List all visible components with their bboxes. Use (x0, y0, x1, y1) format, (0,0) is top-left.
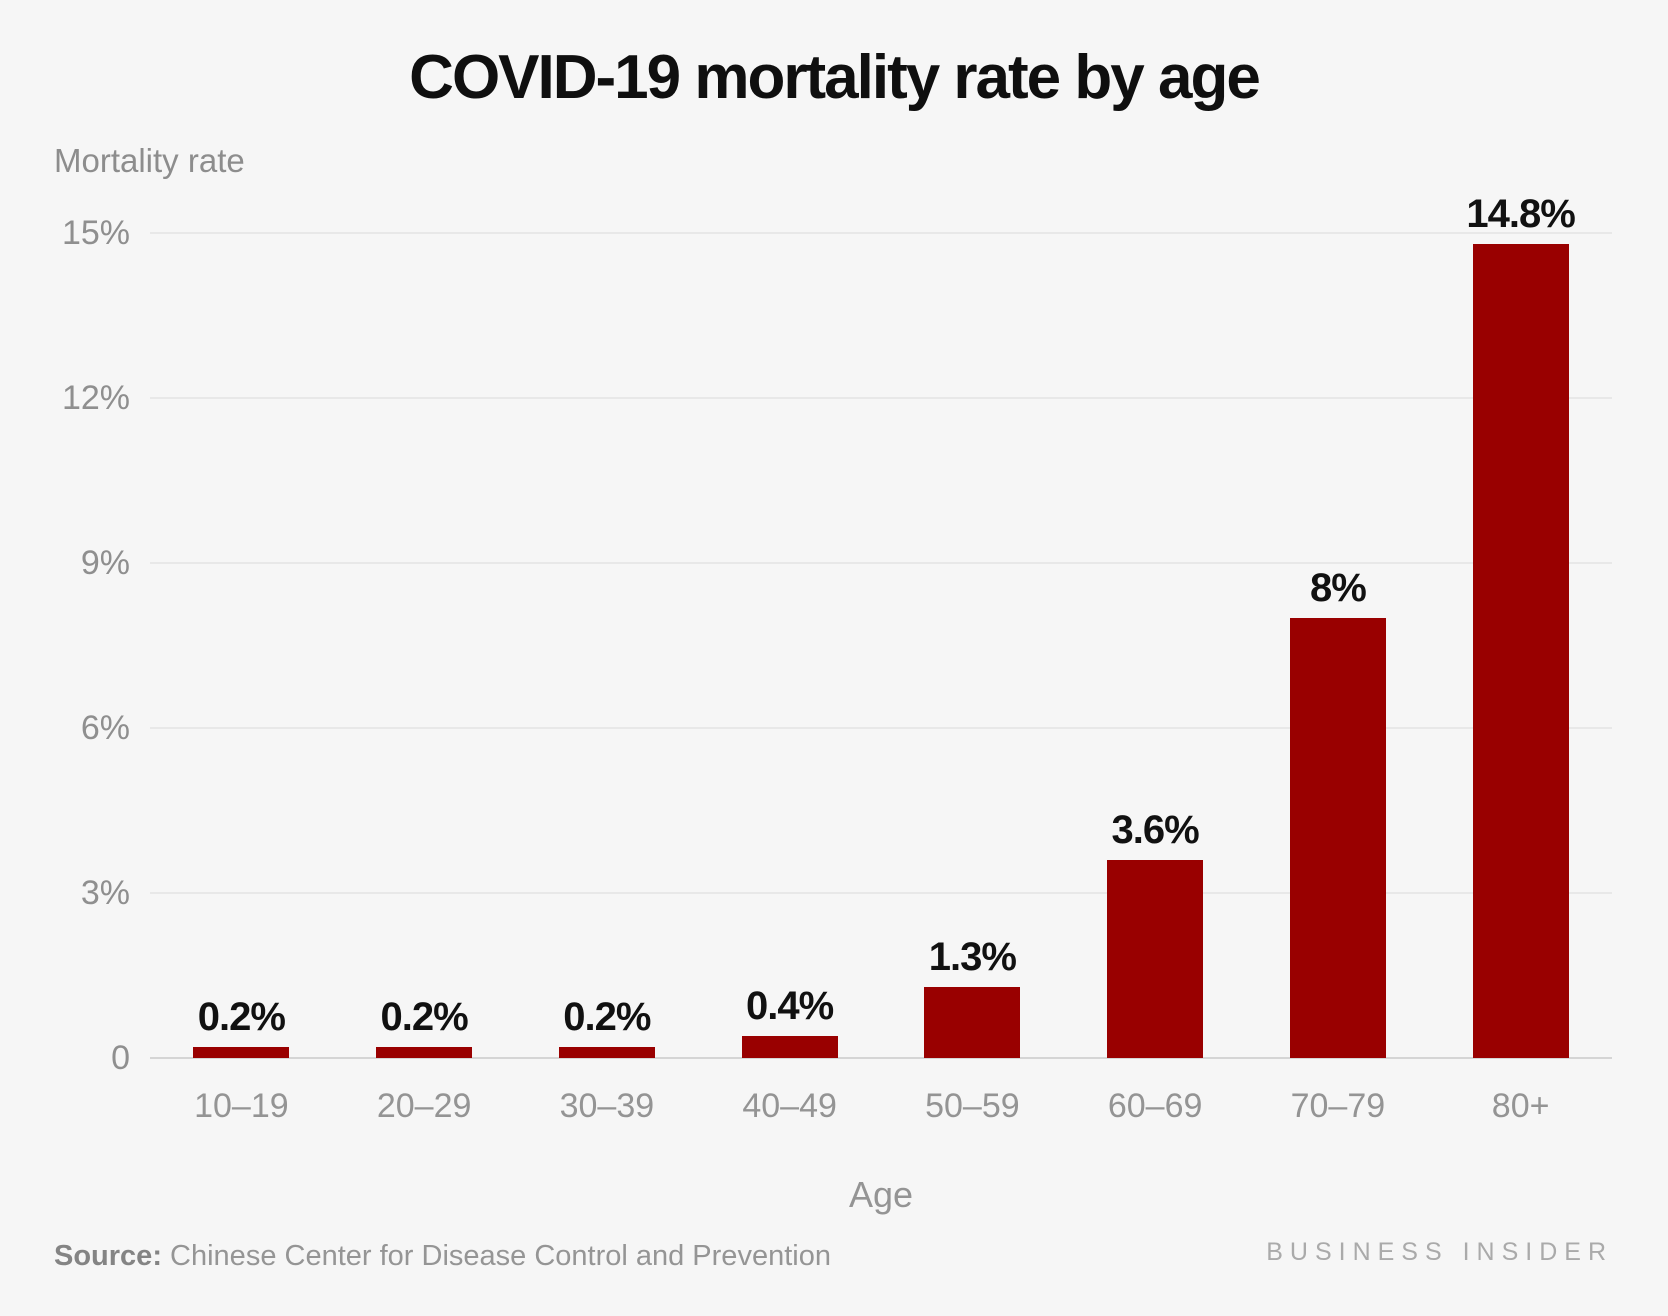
x-tick-label: 80+ (1491, 1087, 1550, 1125)
gridline (150, 232, 1612, 234)
y-tick-label: 3% (80, 874, 130, 912)
bar (558, 1047, 655, 1058)
bar (193, 1047, 290, 1058)
x-tick-label: 70–79 (1290, 1087, 1386, 1125)
bar-value-label: 3.6% (1111, 808, 1200, 852)
brand-logo: BUSINESS INSIDER (1266, 1238, 1613, 1266)
x-axis-line (150, 1057, 1612, 1059)
chart-title: COVID-19 mortality rate by age (409, 43, 1261, 112)
y-tick-label: 0 (111, 1039, 130, 1077)
x-tick-label: 20–29 (376, 1087, 472, 1125)
x-tick-label: 10–19 (194, 1087, 289, 1125)
bar-value-label: 0.2% (197, 995, 286, 1039)
source-label: Source: (54, 1240, 162, 1272)
bar-value-label: 8% (1309, 566, 1367, 610)
bar (741, 1036, 838, 1058)
bar (376, 1047, 473, 1058)
y-axis-title: Mortality rate (54, 142, 245, 179)
bar-value-label: 0.2% (563, 995, 651, 1039)
gridline (150, 397, 1612, 399)
bar (924, 986, 1021, 1058)
bar-value-label: 14.8% (1466, 192, 1575, 236)
y-tick-label: 12% (61, 379, 130, 417)
gridline (150, 727, 1612, 729)
y-tick-label: 9% (80, 544, 130, 582)
bar (1289, 618, 1386, 1058)
bar-value-label: 0.4% (746, 984, 834, 1028)
bar-value-label: 0.2% (380, 995, 469, 1039)
bar (1472, 244, 1569, 1058)
y-tick-label: 15% (61, 214, 130, 252)
x-tick-label: 30–39 (559, 1087, 655, 1125)
bar-value-label: 1.3% (928, 934, 1017, 979)
x-tick-label: 60–69 (1107, 1087, 1203, 1125)
gridline (150, 892, 1612, 894)
gridline (150, 562, 1612, 564)
source-text: Chinese Center for Disease Control and P… (161, 1240, 831, 1272)
y-tick-label: 6% (80, 709, 130, 747)
source-note: Source: Chinese Center for Disease Contr… (54, 1240, 831, 1273)
bar (1107, 860, 1204, 1058)
x-axis-title: Age (848, 1174, 914, 1215)
x-tick-label: 40–49 (742, 1087, 837, 1125)
x-tick-label: 50–59 (925, 1087, 1020, 1125)
